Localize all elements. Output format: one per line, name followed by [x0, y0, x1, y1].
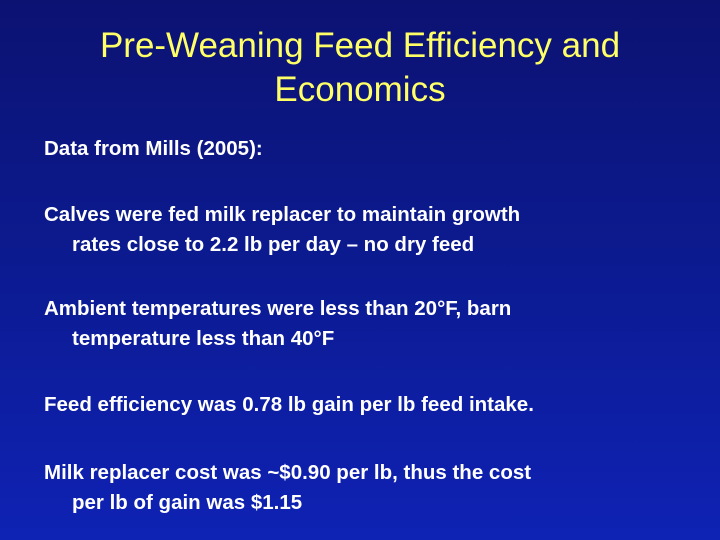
paragraph-line-continued: rates close to 2.2 lb per day – no dry f…	[72, 233, 475, 256]
paragraph-feeding: Calves were fed milk replacer to maintai…	[44, 200, 694, 260]
paragraph-line: Ambient temperatures were less than 20°F…	[44, 297, 512, 320]
paragraph-line: Feed efficiency was 0.78 lb gain per lb …	[44, 393, 534, 416]
paragraph-cost: Milk replacer cost was ~$0.90 per lb, th…	[44, 458, 694, 518]
paragraph-temperature: Ambient temperatures were less than 20°F…	[44, 294, 694, 354]
paragraph-line-continued: per lb of gain was $1.15	[72, 491, 303, 514]
paragraph-line: Data from Mills (2005):	[44, 137, 263, 160]
slide-title: Pre-Weaning Feed Efficiency and Economic…	[20, 24, 700, 112]
title-line-2: Economics	[274, 70, 446, 109]
paragraph-source: Data from Mills (2005):	[44, 134, 694, 164]
paragraph-line: Milk replacer cost was ~$0.90 per lb, th…	[44, 461, 532, 484]
paragraph-feed-efficiency: Feed efficiency was 0.78 lb gain per lb …	[44, 390, 694, 420]
paragraph-line: Calves were fed milk replacer to maintai…	[44, 203, 521, 226]
title-line-1: Pre-Weaning Feed Efficiency and	[99, 26, 621, 65]
paragraph-line-continued: temperature less than 40°F	[72, 327, 335, 350]
